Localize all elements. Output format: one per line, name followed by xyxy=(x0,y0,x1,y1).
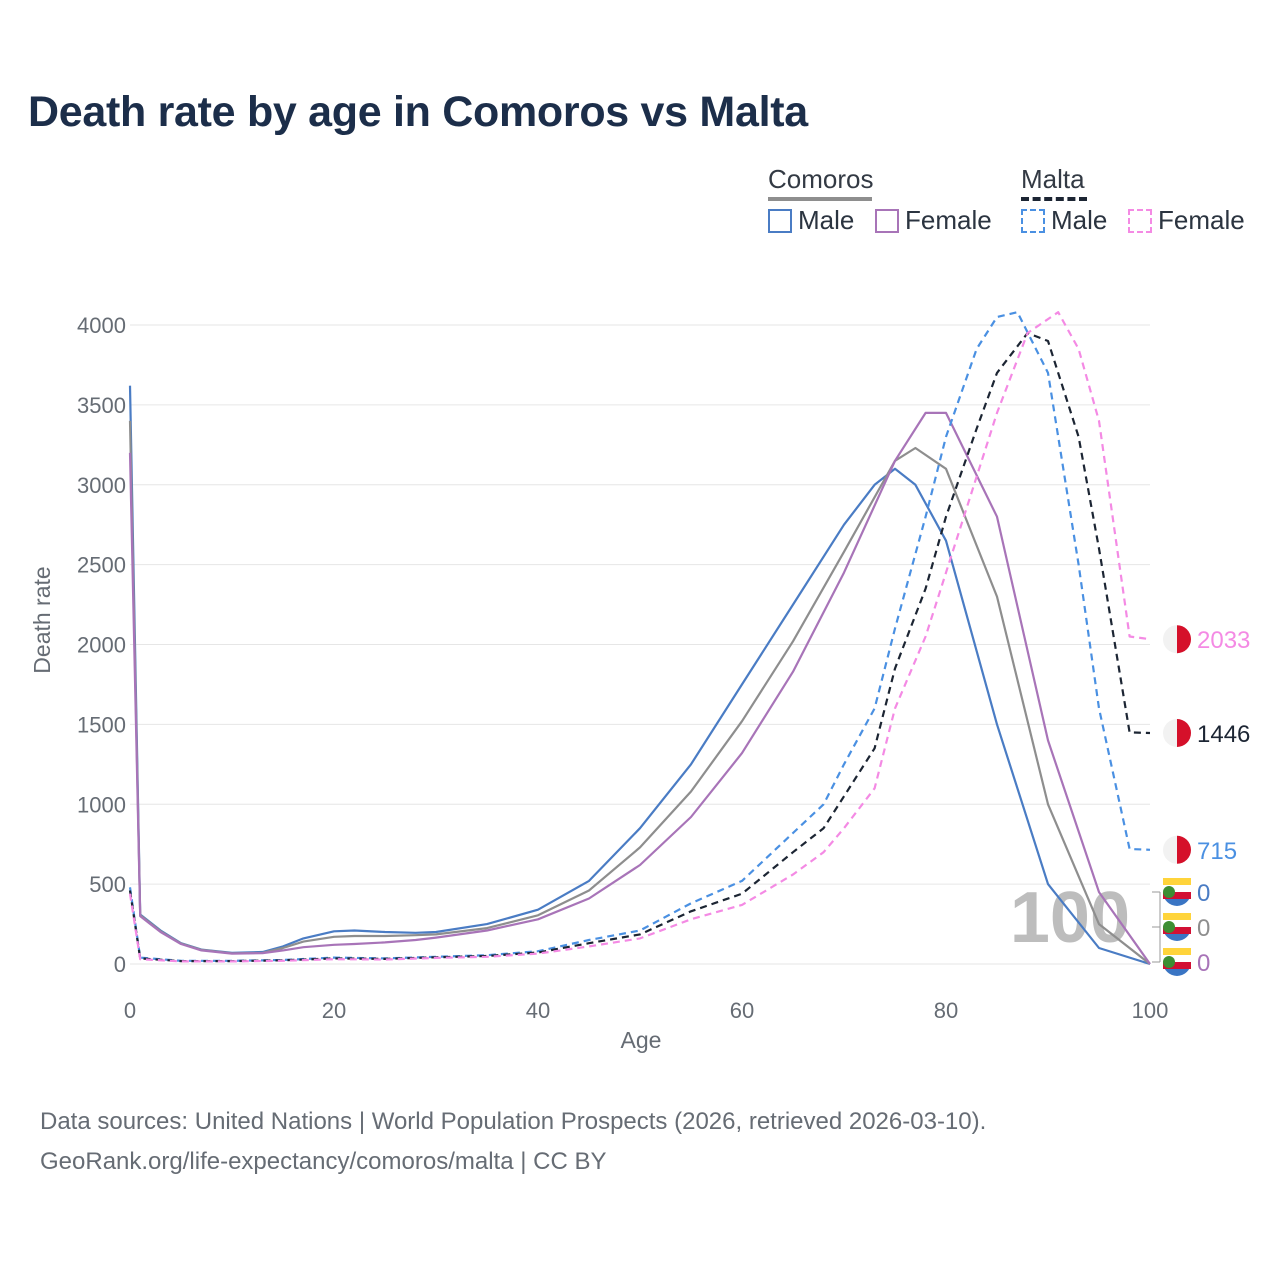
comoros-flag-green-triangle xyxy=(1163,956,1175,968)
series-line-comoros-female[interactable] xyxy=(128,411,1151,965)
series-line-comoros-both[interactable] xyxy=(128,420,1151,965)
x-tick-label: 80 xyxy=(934,998,958,1023)
series-line-comoros-male[interactable] xyxy=(128,385,1151,966)
end-label-malta-both: 1446 xyxy=(1197,721,1250,748)
x-tick-label: 40 xyxy=(526,998,550,1023)
comoros-flag-green-triangle xyxy=(1163,921,1175,933)
y-tick-label: 1500 xyxy=(77,712,126,737)
y-tick-label: 500 xyxy=(89,872,126,897)
end-label-malta-male: 715 xyxy=(1197,838,1237,865)
comoros-flag-white-band xyxy=(1163,885,1191,892)
y-tick-label: 1000 xyxy=(77,792,126,817)
y-tick-label: 3500 xyxy=(77,393,126,418)
legend-label-comoros-female: Female xyxy=(905,205,992,235)
comoros-flag-green-triangle xyxy=(1163,886,1175,898)
source-line-1: Data sources: United Nations | World Pop… xyxy=(40,1108,987,1135)
chart-title: Death rate by age in Comoros vs Malta xyxy=(28,88,808,136)
legend-group-malta-line xyxy=(1021,197,1087,201)
series-line-malta-female[interactable] xyxy=(128,311,1151,963)
legend-label-comoros-male: Male xyxy=(798,205,855,235)
legend-swatch-malta-male xyxy=(1021,208,1045,233)
y-tick-label: 2000 xyxy=(77,633,126,658)
end-label-malta-female: 2033 xyxy=(1197,627,1250,654)
legend-swatch-malta-female xyxy=(1128,208,1152,233)
comoros-flag-red-band xyxy=(1163,927,1191,934)
legend-item-malta-male[interactable]: Male xyxy=(1021,205,1107,236)
legend-group-comoros-label: Comoros xyxy=(768,164,874,194)
comoros-flag-white-band xyxy=(1163,920,1191,927)
malta-flag-red-half xyxy=(1177,719,1192,748)
source-line-2[interactable]: GeoRank.org/life-expectancy/comoros/malt… xyxy=(40,1148,607,1175)
x-axis-title: Age xyxy=(621,1027,662,1053)
legend-group-malta-label: Malta xyxy=(1021,164,1085,194)
malta-flag-red-half xyxy=(1177,835,1192,864)
legend-item-comoros-female[interactable]: Female xyxy=(875,205,992,236)
comoros-flag-white-band xyxy=(1163,955,1191,962)
y-tick-label: 3000 xyxy=(77,473,126,498)
legend-swatch-comoros-male xyxy=(768,208,792,233)
malta-flag-red-half xyxy=(1177,625,1192,654)
x-tick-label: 0 xyxy=(124,998,136,1023)
legend-group-comoros-line xyxy=(768,197,872,201)
y-axis-title: Death rate xyxy=(29,566,55,673)
legend-label-malta-female: Female xyxy=(1158,205,1245,235)
y-tick-label: 2500 xyxy=(77,553,126,578)
end-label-comoros-female: 0 xyxy=(1197,950,1210,977)
legend-group-comoros[interactable]: Comoros xyxy=(768,164,873,201)
legend-swatch-comoros-female xyxy=(875,208,899,233)
comoros-flag-red-band xyxy=(1163,892,1191,899)
end-label-comoros-both: 0 xyxy=(1197,915,1210,942)
x-tick-label: 20 xyxy=(322,998,346,1023)
legend-item-malta-female[interactable]: Female xyxy=(1128,205,1245,236)
legend-item-comoros-male[interactable]: Male xyxy=(768,205,854,236)
legend-group-malta[interactable]: Malta xyxy=(1021,164,1087,201)
comoros-flag-yellow-band xyxy=(1163,913,1191,920)
comoros-flag-yellow-band xyxy=(1163,878,1191,885)
comoros-flag-yellow-band xyxy=(1163,948,1191,955)
y-tick-label: 0 xyxy=(114,952,126,977)
x-tick-label: 60 xyxy=(730,998,754,1023)
series-line-malta-both[interactable] xyxy=(128,331,1151,963)
legend-label-malta-male: Male xyxy=(1051,205,1108,235)
year-watermark: 100 xyxy=(1010,878,1130,958)
y-tick-label: 4000 xyxy=(77,313,126,338)
x-tick-label: 100 xyxy=(1132,998,1169,1023)
end-label-comoros-male: 0 xyxy=(1197,880,1210,907)
comoros-flag-red-band xyxy=(1163,962,1191,969)
